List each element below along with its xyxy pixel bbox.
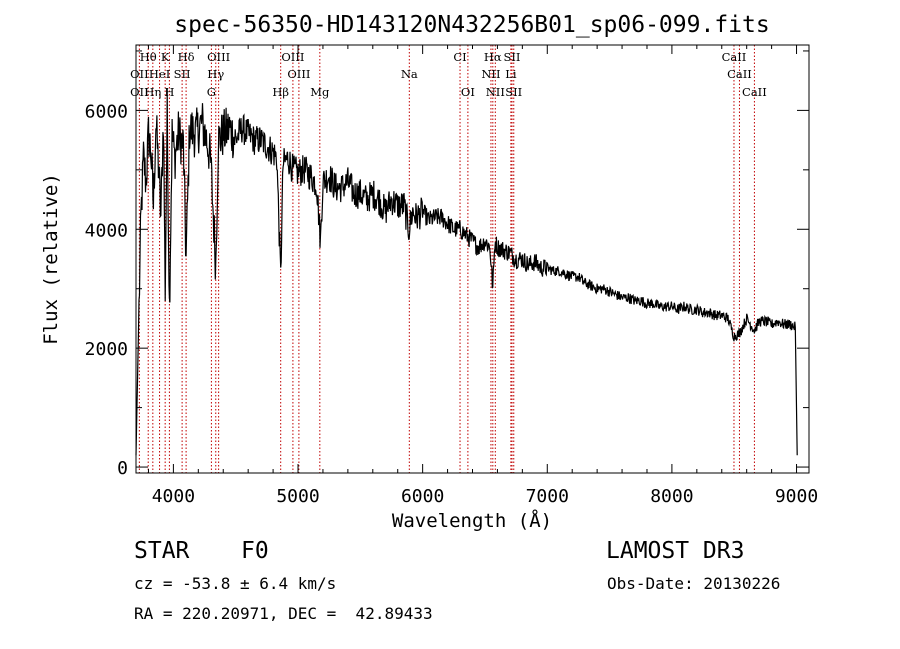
line-markers [138,45,755,473]
object-class: STAR [134,538,190,564]
observation-date: Obs-Date: 20130226 [607,574,781,593]
marker-label: CaII [727,67,752,81]
x-tick-label: 6000 [401,486,444,507]
marker-label: OI [461,85,475,99]
redshift-cz: cz = -53.8 ± 6.4 km/s [134,574,337,593]
plot-frame [135,44,810,474]
marker-label: K [161,50,170,64]
marker-label: Hδ [178,50,195,64]
x-tick-label: 7000 [526,486,569,507]
spectrum-line [135,88,798,456]
chart-title: spec-56350-HD143120N432256B01_sp06-099.f… [174,12,769,38]
marker-label: SII [505,85,522,99]
x-axis-label: Wavelength (Å) [392,509,552,532]
marker-label: Hθ [140,50,157,64]
marker-label: H [164,85,174,99]
marker-label: CaII [742,85,767,99]
marker-label: HeI [149,67,170,81]
x-tick-label: 9000 [775,486,818,507]
y-tick-label: 2000 [85,339,128,360]
marker-label: SII [174,67,191,81]
x-axis-ticks: 4000 5000 6000 7000 8000 9000 [147,45,818,507]
marker-label: CI [453,50,466,64]
y-tick-label: 0 [117,458,128,479]
x-tick-label: 8000 [650,486,693,507]
y-axis-ticks: 0 2000 4000 6000 [85,50,809,479]
marker-label: G [207,85,216,99]
coordinates: RA = 220.20971, DEC = 42.89433 [134,604,433,623]
marker-label: OII [130,85,149,99]
marker-label: SII [504,50,521,64]
y-tick-label: 4000 [85,220,128,241]
marker-label: NII [486,85,505,99]
marker-label: Hη [144,85,161,99]
marker-label: OII [130,67,149,81]
marker-label: Hβ [272,85,289,99]
y-axis-label: Flux (relative) [40,173,62,345]
y-tick-label: 6000 [85,101,128,122]
marker-label: NII [481,67,500,81]
marker-label: OIII [281,50,304,64]
survey-name: LAMOST DR3 [606,538,745,564]
marker-label: CaII [722,50,747,64]
marker-label: Hα [484,50,502,64]
x-tick-label: 5000 [276,486,319,507]
marker-label: Mg [310,85,330,99]
marker-label: Li [505,67,517,81]
marker-label: Hγ [207,67,224,81]
x-tick-label: 4000 [152,486,195,507]
marker-label: Na [401,67,418,81]
object-subclass: F0 [241,538,269,564]
marker-label: OIII [207,50,230,64]
marker-label: OIII [287,67,310,81]
